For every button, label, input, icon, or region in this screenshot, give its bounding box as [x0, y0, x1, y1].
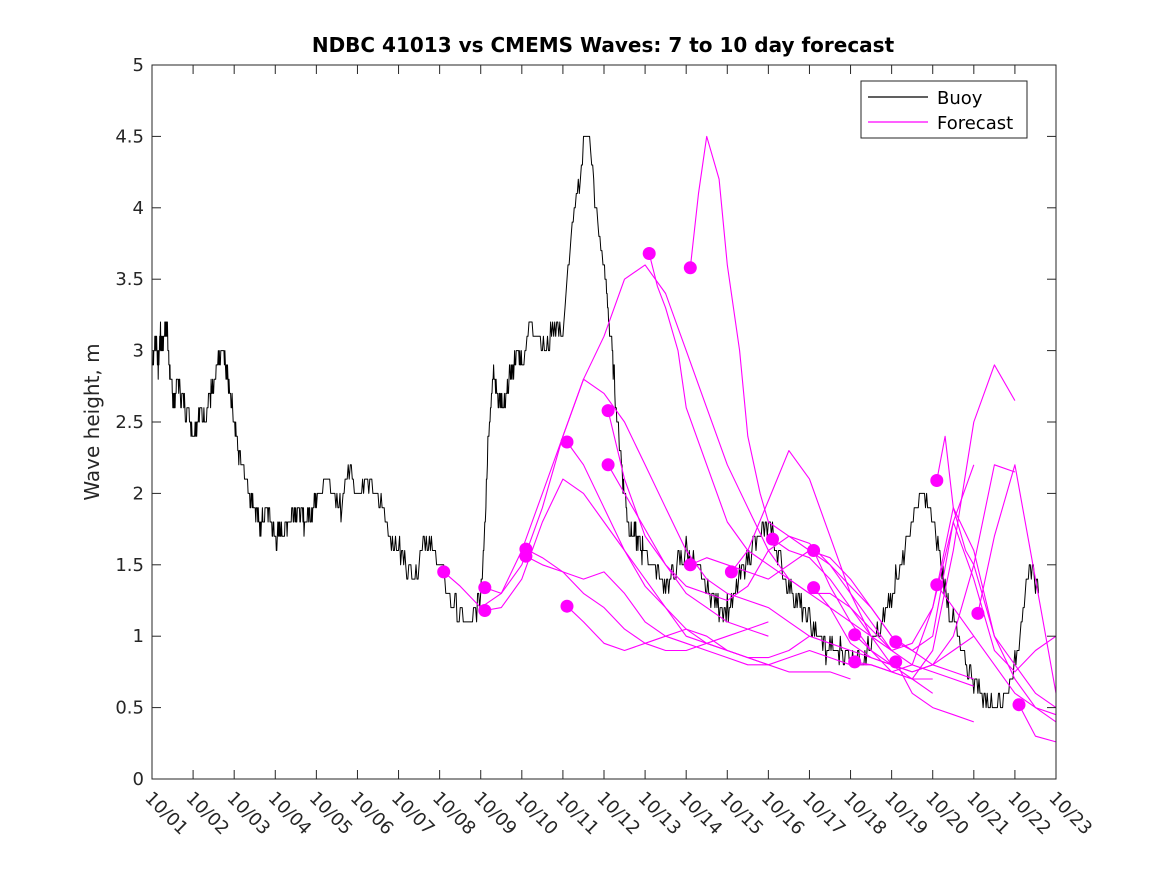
forecast-start-marker	[766, 532, 779, 546]
chart-title: NDBC 41013 vs CMEMS Waves: 7 to 10 day f…	[312, 33, 895, 57]
legend-buoy-label: Buoy	[937, 88, 983, 109]
legend-forecast-label: Forecast	[937, 113, 1013, 134]
forecast-line	[607, 464, 769, 637]
legend-box	[860, 80, 1028, 139]
forecast-start-marker	[889, 655, 903, 669]
forecast-line	[566, 605, 769, 666]
y-tick-label: 1	[133, 626, 144, 647]
y-tick-label: 4.5	[115, 126, 144, 147]
forecast-line	[977, 464, 1057, 694]
y-tick-label: 3	[133, 341, 144, 362]
forecast-start-marker	[807, 581, 821, 595]
y-axis-label: Wave height, m	[80, 343, 104, 500]
forecast-start-marker	[519, 549, 533, 563]
forecast-line	[895, 521, 1057, 673]
forecast-start-marker	[683, 558, 697, 572]
forecast-line	[936, 584, 1057, 716]
forecast-line	[690, 549, 893, 637]
buoy-line	[151, 135, 1039, 709]
forecast-line	[525, 548, 933, 680]
forecast-line	[854, 364, 1016, 680]
forecast-start-marker	[560, 435, 574, 449]
legend: Buoy Forecast	[860, 80, 1028, 139]
forecast-start-marker	[930, 578, 944, 592]
forecast-start-marker	[889, 635, 903, 649]
forecast-start-marker	[1012, 698, 1026, 712]
forecast-line	[895, 661, 974, 723]
forecast-start-marker	[683, 261, 697, 275]
y-axis-ticks: 0 0.5 1 1.5 2 2.5 3 3.5 4 4.5 5	[115, 55, 1056, 790]
forecast-start-markers	[437, 247, 1026, 712]
forecast-line	[484, 378, 892, 666]
forecast-line	[936, 435, 1057, 709]
forecast-start-marker	[930, 474, 944, 487]
forecast-start-marker	[971, 606, 985, 620]
buoy-series-layer	[151, 135, 1039, 709]
y-tick-label: 2.5	[115, 412, 144, 433]
axes-background	[152, 65, 1056, 779]
y-tick-label: 2	[133, 483, 144, 504]
y-tick-label: 4	[133, 198, 144, 219]
forecast-start-marker	[478, 581, 492, 595]
forecast-line	[1018, 704, 1057, 743]
forecast-start-marker	[560, 599, 574, 613]
y-tick-label: 0	[133, 769, 144, 790]
y-tick-label: 5	[133, 55, 144, 76]
forecast-start-marker	[478, 604, 492, 617]
forecast-start-marker	[601, 458, 615, 472]
y-tick-label: 1.5	[115, 555, 144, 576]
forecast-start-marker	[724, 565, 738, 579]
forecast-series-layer	[443, 135, 1057, 743]
y-tick-label: 0.5	[115, 698, 144, 719]
forecast-line	[443, 264, 892, 651]
forecast-start-marker	[848, 655, 862, 669]
forecast-start-marker	[848, 628, 862, 642]
forecast-start-marker	[437, 565, 451, 579]
forecast-start-marker	[807, 544, 821, 557]
forecast-line	[607, 410, 893, 651]
plot-area: 00.511.522.533.544.55 10/0110/0210/0310/…	[115, 55, 1096, 839]
forecast-start-marker	[642, 247, 656, 260]
forecast-line	[566, 441, 810, 659]
y-tick-label: 3.5	[115, 269, 144, 290]
forecast-start-marker	[601, 404, 615, 418]
